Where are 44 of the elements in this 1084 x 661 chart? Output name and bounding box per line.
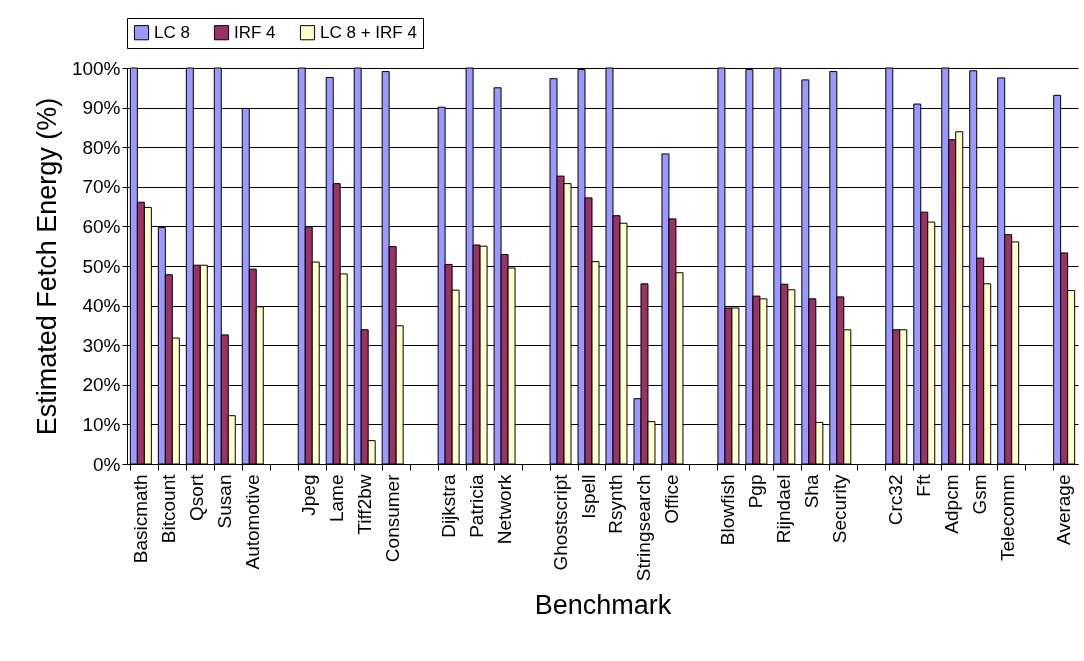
- x-tick-label: Automotive: [241, 474, 263, 570]
- y-tick-label: 50%: [82, 255, 121, 277]
- x-tick-label: Ispell: [577, 474, 599, 519]
- y-tick-label: 80%: [82, 136, 121, 158]
- x-tick-label: Sha: [801, 474, 823, 509]
- x-tick-label: Susan: [213, 474, 235, 529]
- x-tick-label: Crc32: [885, 474, 907, 526]
- x-tick-label: Office: [661, 474, 683, 524]
- x-tick-label: Jpeg: [297, 474, 319, 516]
- x-axis-title: Benchmark: [534, 590, 672, 621]
- x-tick-label: Lame: [325, 474, 347, 523]
- x-tick-label: Rijndael: [773, 474, 795, 544]
- x-tick-label: Security: [829, 474, 851, 544]
- x-tick-label: Telecomm: [997, 474, 1019, 562]
- x-tick-label: Network: [493, 474, 515, 545]
- x-tick-label: Average: [1053, 474, 1075, 545]
- x-tick-label: Stringsearch: [633, 474, 655, 582]
- x-tick-label: Basicmath: [129, 474, 151, 564]
- y-tick-label: 100%: [71, 57, 121, 79]
- x-tick-label: Dijkstra: [437, 474, 459, 538]
- x-tick-label: Blowfish: [717, 474, 739, 546]
- y-tick-label: 0%: [93, 453, 121, 475]
- y-tick-label: 60%: [82, 215, 121, 237]
- x-tick-label: Rsynth: [605, 474, 627, 534]
- y-tick-label: 10%: [82, 413, 121, 435]
- x-tick-label: Qsort: [185, 473, 207, 521]
- legend-label: LC 8 + IRF 4: [320, 22, 417, 42]
- x-tick-label: Fft: [913, 473, 935, 497]
- y-tick-label: 90%: [82, 97, 121, 119]
- x-tick-label: Adpcm: [941, 474, 963, 534]
- x-tick-label: Patricia: [465, 474, 487, 538]
- x-tick-label: Consumer: [381, 473, 403, 563]
- x-tick-label: Gsm: [969, 474, 991, 515]
- legend-label: IRF 4: [234, 22, 276, 42]
- x-tick-label: Tiff2bw: [353, 474, 375, 535]
- x-tick-label: Bitcount: [157, 473, 179, 544]
- legend-label: LC 8: [154, 22, 190, 42]
- y-tick-label: 30%: [82, 334, 121, 356]
- x-tick-label: Ghostscript: [549, 473, 571, 571]
- y-tick-label: 70%: [82, 176, 121, 198]
- y-tick-label: 20%: [82, 374, 121, 396]
- y-axis-title: Estimated Fetch Energy (%): [31, 97, 62, 436]
- y-tick-label: 40%: [82, 295, 121, 317]
- x-tick-label: Pgp: [745, 474, 767, 509]
